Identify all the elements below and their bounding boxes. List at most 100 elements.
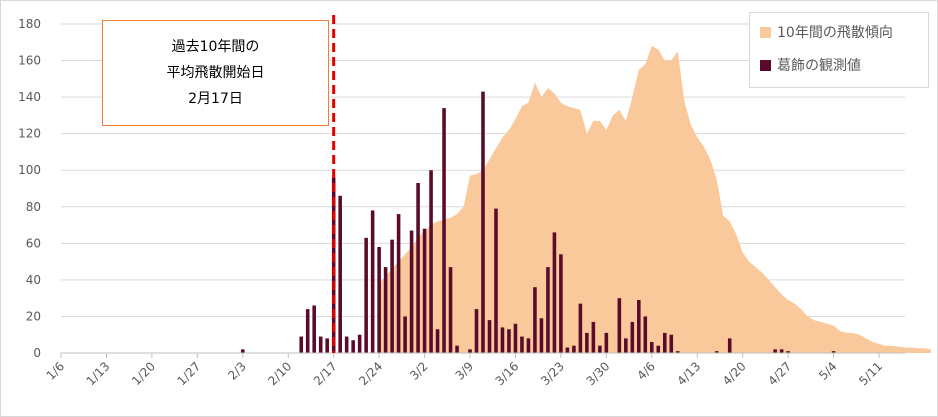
x-tick-label: 3/16	[493, 359, 522, 388]
bar	[604, 332, 609, 353]
x-tick-label: 1/20	[129, 359, 158, 388]
x-tick-label: 3/2	[407, 359, 431, 383]
bar	[429, 170, 433, 353]
bar	[500, 327, 505, 353]
bar	[422, 228, 427, 353]
y-tick-label: 180	[18, 17, 41, 31]
bar	[416, 183, 420, 353]
legend-label-trend: 10年間の飛散傾向	[777, 25, 893, 41]
bar	[299, 336, 303, 353]
bar	[533, 287, 537, 353]
bar	[507, 329, 511, 353]
bar	[630, 321, 635, 353]
bar	[305, 309, 310, 353]
bar	[727, 338, 732, 353]
legend-swatch-observed	[760, 59, 771, 71]
bar	[650, 342, 654, 353]
annotation-line-3: 2月17日	[188, 91, 243, 107]
bar	[559, 254, 563, 353]
bar-series	[241, 91, 836, 353]
bar	[325, 338, 329, 353]
bar	[637, 299, 641, 353]
legend: 10年間の飛散傾向 葛飾の観測値	[749, 12, 929, 88]
x-tick-label: 4/13	[674, 359, 703, 388]
x-tick-label: 1/27	[175, 359, 204, 388]
bar	[643, 316, 648, 353]
bar	[831, 351, 836, 353]
y-tick-label: 100	[18, 163, 41, 177]
bar	[598, 345, 602, 353]
y-tick-label: 60	[26, 236, 41, 250]
bar	[481, 91, 485, 353]
bar	[552, 232, 557, 353]
bar	[617, 298, 622, 353]
y-tick-label: 160	[18, 54, 41, 68]
x-tick-label: 4/6	[634, 359, 658, 383]
bar	[474, 309, 479, 353]
x-tick-label: 1/13	[84, 359, 113, 388]
x-tick-label: 5/11	[856, 359, 885, 388]
bar	[513, 323, 518, 353]
y-tick-label: 0	[33, 346, 41, 360]
x-tick-label: 2/3	[225, 359, 249, 383]
bar	[585, 332, 589, 353]
bar	[390, 239, 394, 353]
bar	[675, 351, 680, 353]
bar	[455, 345, 459, 353]
bar	[351, 340, 355, 353]
area-series	[379, 45, 931, 354]
x-tick-label: 2/10	[265, 359, 294, 388]
bar	[435, 329, 440, 353]
bar	[494, 208, 498, 353]
bar	[312, 305, 316, 353]
bar	[669, 334, 674, 353]
y-tick-label: 120	[18, 127, 41, 141]
bar	[448, 267, 453, 353]
bar	[565, 347, 570, 353]
bar	[364, 237, 368, 353]
x-tick-label: 4/27	[765, 359, 794, 388]
bar	[241, 349, 245, 353]
bar	[409, 230, 414, 353]
bar	[773, 349, 777, 353]
bar	[526, 338, 531, 353]
bar	[403, 316, 407, 353]
bar	[656, 345, 661, 353]
legend-swatch-trend	[760, 26, 771, 38]
bar	[572, 345, 576, 353]
y-tick-label: 80	[26, 200, 41, 214]
x-tick-label: 3/9	[453, 359, 477, 383]
x-tick-label: 3/30	[584, 359, 613, 388]
bar	[779, 349, 784, 353]
bar	[344, 336, 349, 353]
annotation-box: 過去10年間の 平均飛散開始日 2月17日	[102, 20, 329, 126]
annotation-line-2: 平均飛散開始日	[166, 65, 265, 81]
y-tick-label: 40	[26, 273, 41, 287]
bar	[318, 336, 323, 353]
bar	[487, 320, 492, 353]
legend-entry-trend: 10年間の飛散傾向	[760, 22, 893, 42]
x-tick-label: 5/4	[816, 359, 840, 383]
bar	[714, 351, 719, 353]
bar	[539, 318, 544, 353]
bar	[331, 177, 336, 353]
bar	[520, 336, 524, 353]
y-tick-label: 20	[26, 309, 41, 323]
bar	[624, 338, 628, 353]
bar	[786, 351, 790, 353]
legend-entry-observed: 葛飾の観測値	[760, 55, 861, 75]
bar	[442, 108, 446, 353]
bar	[357, 334, 362, 353]
area-trend	[379, 45, 931, 354]
bar	[377, 246, 381, 353]
x-tick-label: 2/17	[311, 359, 340, 388]
annotation-line-1: 過去10年間の	[171, 39, 260, 55]
x-tick-label: 4/20	[720, 359, 749, 388]
legend-label-observed: 葛飾の観測値	[777, 58, 861, 74]
bar	[578, 303, 583, 353]
bar	[370, 210, 375, 353]
bar	[468, 349, 472, 353]
bar	[396, 214, 401, 353]
